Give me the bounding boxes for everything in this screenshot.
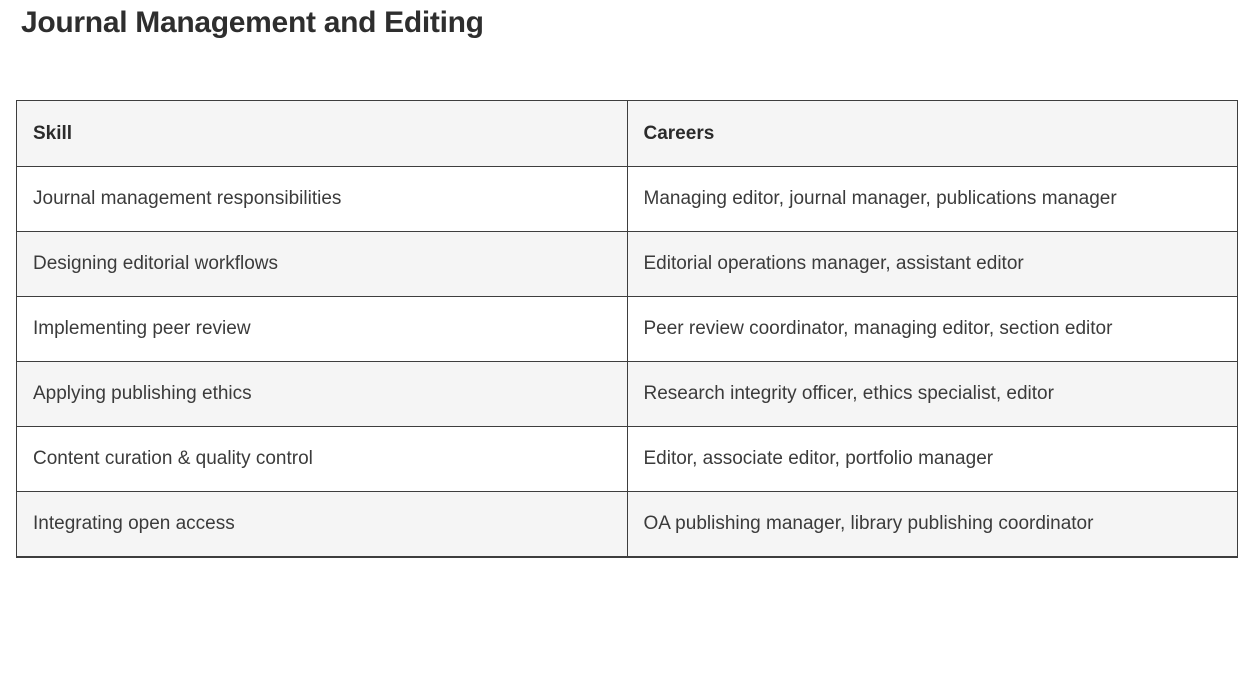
table-row: Content curation & quality control Edito…: [16, 426, 1238, 492]
skill-cell: Implementing peer review: [16, 296, 628, 362]
table-row: Applying publishing ethics Research inte…: [16, 361, 1238, 427]
careers-cell: Editor, associate editor, portfolio mana…: [626, 426, 1238, 492]
skill-cell: Content curation & quality control: [16, 426, 628, 492]
table-row: Integrating open access OA publishing ma…: [16, 491, 1238, 558]
careers-cell: Editorial operations manager, assistant …: [626, 231, 1238, 297]
careers-cell: Peer review coordinator, managing editor…: [626, 296, 1238, 362]
skill-cell: Journal management responsibilities: [16, 166, 628, 232]
careers-cell: Research integrity officer, ethics speci…: [626, 361, 1238, 427]
careers-cell: Managing editor, journal manager, public…: [626, 166, 1238, 232]
column-header-careers: Careers: [626, 100, 1238, 167]
table-body: Journal management responsibilities Mana…: [16, 166, 1238, 558]
table-row: Designing editorial workflows Editorial …: [16, 231, 1238, 297]
careers-cell: OA publishing manager, library publishin…: [626, 491, 1238, 558]
table-header: Skill Careers: [16, 100, 1238, 167]
table-row: Journal management responsibilities Mana…: [16, 166, 1238, 232]
skill-cell: Integrating open access: [16, 491, 628, 558]
skill-cell: Applying publishing ethics: [16, 361, 628, 427]
page-title: Journal Management and Editing: [21, 6, 484, 39]
skill-cell: Designing editorial workflows: [16, 231, 628, 297]
table-row: Implementing peer review Peer review coo…: [16, 296, 1238, 362]
column-header-skill: Skill: [16, 100, 628, 167]
table-header-row: Skill Careers: [16, 100, 1238, 167]
skills-careers-table: Skill Careers Journal management respons…: [16, 100, 1238, 558]
